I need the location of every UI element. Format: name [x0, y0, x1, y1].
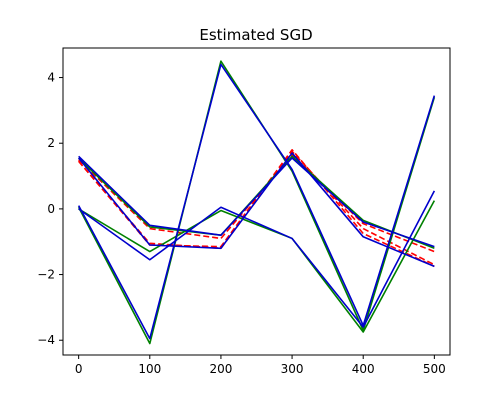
- y-tick-label: 4: [47, 71, 55, 85]
- y-tick-label: −4: [37, 333, 55, 347]
- y-tick-label: −2: [37, 268, 55, 282]
- x-tick-label: 0: [75, 362, 83, 376]
- series-line-9: [78, 190, 436, 328]
- chart-title: Estimated SGD: [199, 26, 312, 44]
- y-tick-label: 2: [47, 136, 55, 150]
- ticks-layer: 0 100 200 300 400 500 −4 −2 0 2 4: [37, 71, 446, 376]
- series-layer: [77, 60, 436, 345]
- series-line-8: [77, 63, 436, 340]
- series-line-6: [78, 200, 436, 333]
- plot-frame: [62, 47, 451, 356]
- series-line-10: [78, 152, 435, 268]
- x-tick-label: 500: [423, 362, 446, 376]
- series-line-7: [78, 155, 435, 248]
- x-tick-label: 300: [281, 362, 304, 376]
- y-tick-label: 0: [47, 202, 55, 216]
- x-tick-label: 400: [352, 362, 375, 376]
- x-tick-label: 100: [138, 362, 161, 376]
- x-tick-label: 200: [209, 362, 232, 376]
